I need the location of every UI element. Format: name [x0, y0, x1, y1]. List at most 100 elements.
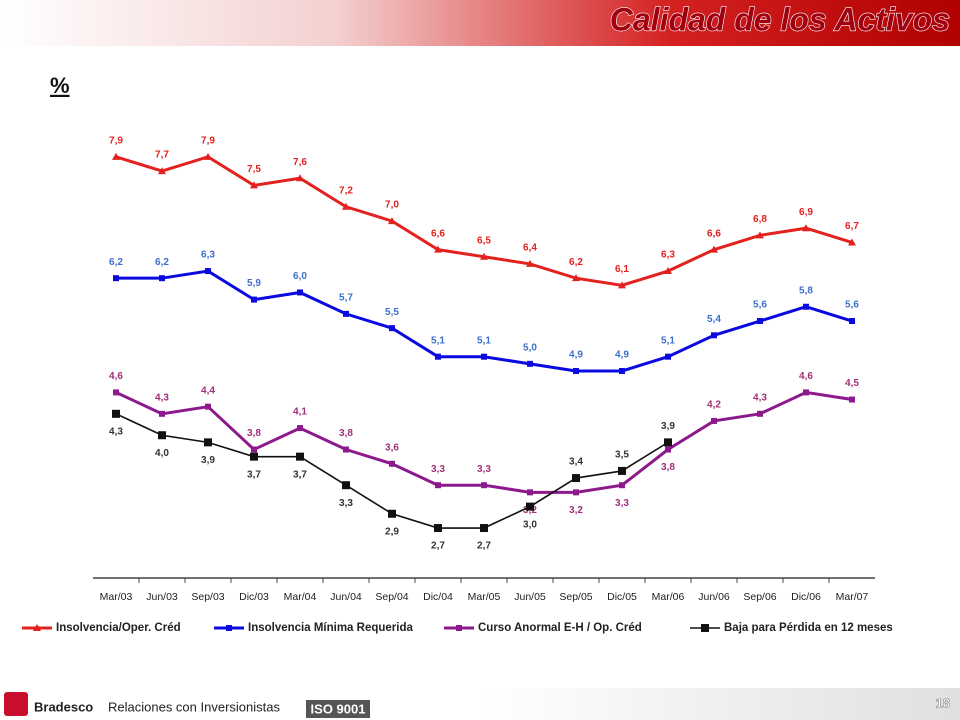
marker — [710, 245, 718, 253]
marker — [113, 389, 119, 396]
iso-label: ISO 9001 — [311, 701, 366, 716]
x-tick-label: Dic/06 — [791, 591, 821, 603]
marker — [664, 438, 672, 447]
data-label: 5,6 — [845, 300, 859, 311]
marker — [343, 310, 349, 317]
marker — [159, 275, 165, 282]
data-label: 5,7 — [339, 293, 353, 304]
marker — [665, 353, 671, 360]
data-label: 7,6 — [293, 157, 307, 168]
footer-subtitle: Relaciones con Inversionistas — [108, 699, 280, 714]
marker — [251, 296, 257, 303]
marker — [434, 524, 442, 533]
header-band — [0, 0, 960, 46]
marker — [711, 332, 717, 339]
data-label: 7,9 — [109, 135, 123, 146]
data-label: 7,9 — [201, 135, 215, 146]
marker — [803, 389, 809, 396]
legend-label: Insolvencia Mínima Requerida — [248, 622, 413, 634]
marker — [756, 231, 764, 239]
data-label: 7,0 — [385, 200, 399, 211]
data-label: 3,3 — [615, 498, 629, 509]
marker — [802, 224, 810, 232]
x-tick-label: Jun/06 — [698, 591, 730, 603]
marker — [250, 181, 258, 189]
data-label: 2,7 — [477, 541, 491, 552]
data-label: 3,2 — [569, 505, 583, 516]
marker — [711, 417, 717, 424]
marker — [342, 481, 350, 490]
marker — [343, 446, 349, 453]
marker — [527, 360, 533, 367]
page-number: 18 — [936, 695, 950, 710]
x-tick-label: Dic/03 — [239, 591, 269, 603]
x-tick-label: Jun/05 — [514, 591, 546, 603]
data-label: 4,3 — [109, 426, 123, 437]
data-label: 4,9 — [569, 350, 583, 361]
marker — [389, 460, 395, 467]
logo — [4, 692, 28, 716]
data-label: 4,3 — [753, 392, 767, 403]
marker — [573, 367, 579, 374]
marker — [205, 268, 211, 275]
marker — [572, 274, 580, 282]
x-tick-label: Mar/06 — [652, 591, 685, 603]
data-label: 4,4 — [201, 385, 215, 396]
marker — [526, 502, 534, 511]
data-label: 2,7 — [431, 541, 445, 552]
x-tick-label: Dic/04 — [423, 591, 453, 603]
data-label: 6,1 — [615, 264, 629, 275]
marker — [159, 410, 165, 417]
data-label: 3,0 — [523, 519, 537, 530]
data-label: 3,8 — [339, 428, 353, 439]
marker — [113, 275, 119, 282]
unit-label: % — [50, 73, 70, 98]
marker — [205, 403, 211, 410]
x-tick-label: Sep/03 — [191, 591, 224, 603]
data-label: 5,8 — [799, 285, 813, 296]
marker — [388, 217, 396, 225]
data-label: 5,1 — [477, 335, 491, 346]
data-label: 5,1 — [431, 335, 445, 346]
data-label: 5,5 — [385, 307, 399, 318]
data-label: 6,5 — [477, 235, 491, 246]
data-label: 6,7 — [845, 221, 859, 232]
data-label: 3,3 — [339, 498, 353, 509]
data-label: 6,6 — [707, 228, 721, 239]
marker — [342, 202, 350, 210]
data-label: 4,9 — [615, 350, 629, 361]
marker — [618, 466, 626, 475]
marker — [112, 409, 120, 418]
data-label: 5,0 — [523, 342, 537, 353]
data-label: 6,3 — [661, 250, 675, 261]
data-label: 6,2 — [109, 257, 123, 268]
data-label: 6,6 — [431, 228, 445, 239]
marker — [481, 482, 487, 489]
plot: Mar/03 Jun/03 Sep/03 Dic/03 Mar/04 Jun/04 Sep/… — [100, 135, 869, 602]
data-label: 3,7 — [247, 469, 261, 480]
data-label: 2,9 — [385, 526, 399, 537]
footer-band — [0, 688, 960, 720]
marker — [849, 396, 855, 403]
marker — [757, 410, 763, 417]
marker — [158, 431, 166, 440]
marker — [434, 245, 442, 253]
data-label: 3,8 — [247, 428, 261, 439]
data-label: 3,6 — [385, 442, 399, 453]
legend-marker — [226, 625, 232, 631]
x-tick-label: Mar/04 — [284, 591, 317, 603]
data-label: 6,0 — [293, 271, 307, 282]
x-tick-label: Dic/05 — [607, 591, 637, 603]
marker — [158, 167, 166, 175]
x-tick-label: Mar/03 — [100, 591, 133, 603]
marker — [112, 152, 120, 160]
marker — [250, 452, 258, 461]
marker — [435, 353, 441, 360]
marker — [296, 452, 304, 461]
x-tick-label: Sep/05 — [559, 591, 592, 603]
data-label: 4,6 — [109, 371, 123, 382]
data-label: 4,2 — [707, 400, 721, 411]
marker — [618, 281, 626, 289]
data-label: 3,4 — [569, 457, 583, 468]
data-label: 7,5 — [247, 164, 261, 175]
